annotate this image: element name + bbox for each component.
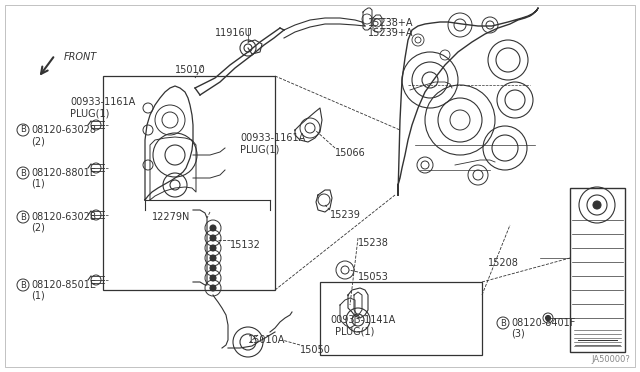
Text: 15010: 15010 — [175, 65, 205, 75]
Text: B: B — [20, 212, 26, 221]
Text: 15132: 15132 — [230, 240, 261, 250]
Text: B: B — [500, 318, 506, 327]
Circle shape — [210, 255, 216, 261]
Text: 15239+A: 15239+A — [368, 28, 413, 38]
Text: B: B — [20, 125, 26, 135]
Text: 12279N: 12279N — [152, 212, 190, 222]
Bar — [103, 76, 275, 290]
Text: B: B — [20, 169, 26, 177]
Text: 15066: 15066 — [335, 148, 365, 158]
Text: 00933-1161A: 00933-1161A — [240, 133, 305, 143]
Text: 15239: 15239 — [330, 210, 361, 220]
Text: PLUG(1): PLUG(1) — [70, 108, 109, 118]
Text: B: B — [20, 280, 26, 289]
Text: 15238: 15238 — [358, 238, 389, 248]
Circle shape — [210, 275, 216, 281]
Text: 11916U: 11916U — [215, 28, 253, 38]
Text: (1): (1) — [31, 291, 45, 301]
Text: 08120-63028: 08120-63028 — [31, 125, 96, 135]
Text: 08120-63028: 08120-63028 — [31, 212, 96, 222]
Text: FRONT: FRONT — [64, 52, 97, 62]
Circle shape — [210, 245, 216, 251]
Text: PLUG(1): PLUG(1) — [335, 326, 374, 336]
Text: PLUG(1): PLUG(1) — [240, 144, 280, 154]
Text: 15238+A: 15238+A — [368, 18, 413, 28]
Text: (2): (2) — [31, 136, 45, 146]
Text: (3): (3) — [511, 329, 525, 339]
Circle shape — [593, 201, 601, 209]
Circle shape — [210, 265, 216, 271]
Circle shape — [545, 315, 550, 321]
Text: 15208: 15208 — [488, 258, 519, 268]
Circle shape — [210, 225, 216, 231]
Circle shape — [210, 235, 216, 241]
Text: 15053: 15053 — [358, 272, 389, 282]
Bar — [320, 282, 482, 355]
Circle shape — [210, 285, 216, 291]
Bar — [570, 188, 625, 352]
Text: 08120-8401F: 08120-8401F — [511, 318, 575, 328]
Text: (1): (1) — [31, 179, 45, 189]
Text: 08120-8501E: 08120-8501E — [31, 280, 96, 290]
Text: 00933-1141A: 00933-1141A — [330, 315, 396, 325]
Text: 00933-1161A: 00933-1161A — [70, 97, 135, 107]
Text: (2): (2) — [31, 223, 45, 233]
Text: 15050: 15050 — [300, 345, 331, 355]
Text: 15010A: 15010A — [248, 335, 285, 345]
Text: 08120-8801E: 08120-8801E — [31, 168, 96, 178]
Text: JA50000?: JA50000? — [591, 355, 630, 364]
